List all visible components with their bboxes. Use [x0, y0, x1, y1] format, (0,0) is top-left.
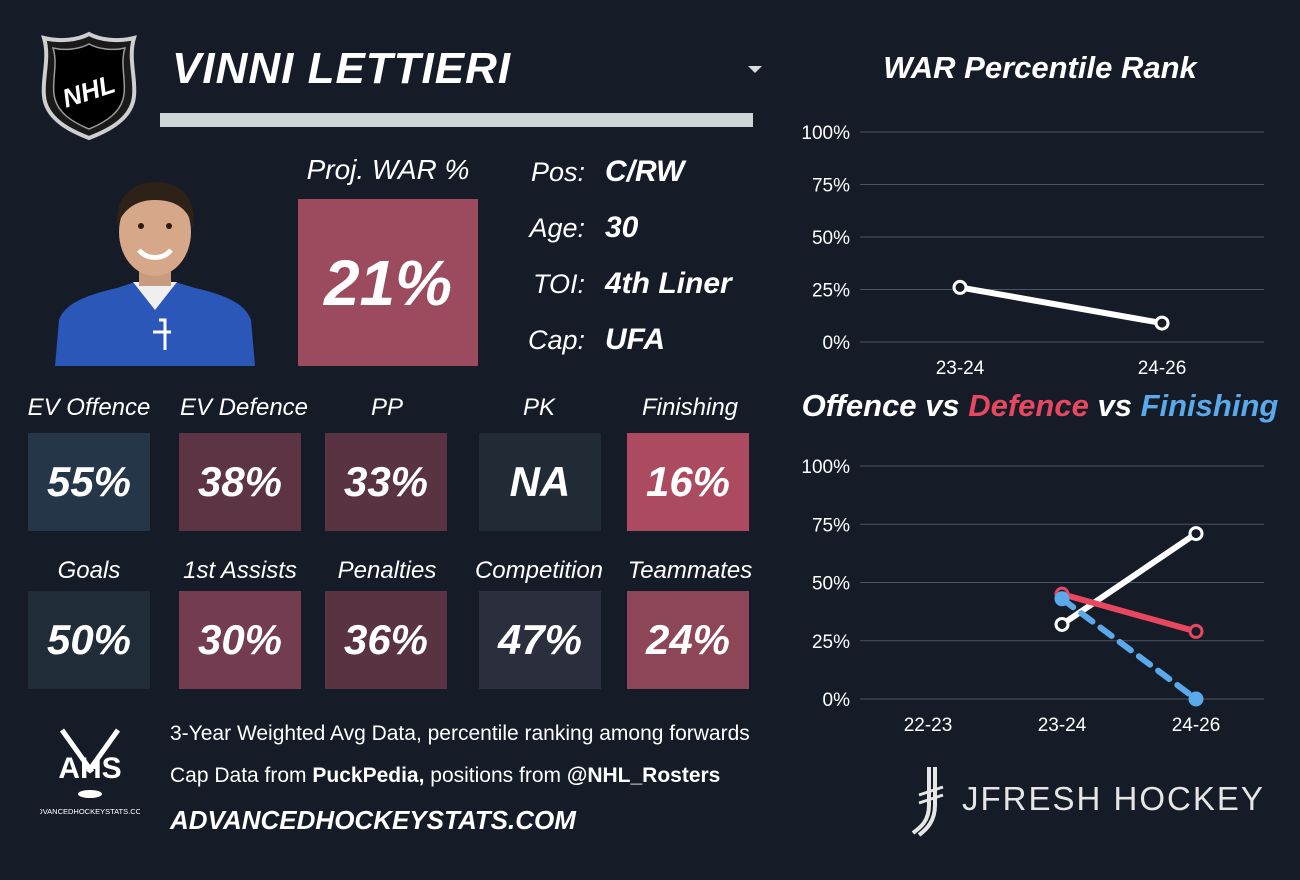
y-tick-label: 100% — [801, 123, 850, 144]
player-name: VINNI LETTIERI — [172, 44, 512, 93]
y-tick-label: 75% — [812, 515, 850, 536]
info-label-toi: TOI: — [532, 269, 585, 299]
stat-box-goals: 50% — [28, 591, 150, 689]
x-tick-label: 22-23 — [904, 715, 953, 736]
info-label-pos: Pos: — [530, 157, 585, 187]
stat-box-pp: 33% — [325, 433, 447, 531]
y-tick-label: 25% — [812, 281, 850, 302]
stat-box-competition: 47% — [479, 591, 601, 689]
proj-war-value: 21% — [298, 199, 478, 366]
stat-box-ev-offence: 55% — [28, 433, 150, 531]
x-tick-label: 24-26 — [1172, 715, 1221, 736]
stat-label-1st-assists: 1st Assists — [183, 557, 297, 584]
nhl-logo: NHL — [41, 31, 137, 141]
series-line — [1059, 591, 1199, 635]
stat-label-teammates: Teammates — [627, 557, 753, 584]
data-point — [1188, 526, 1204, 542]
x-tick-label: 23-24 — [1038, 715, 1087, 736]
y-tick-label: 25% — [812, 632, 850, 653]
data-point — [1154, 315, 1170, 331]
jfresh-hockey-brand: JFRESH HOCKEY — [962, 780, 1265, 817]
player-dropdown-chevron-down-icon[interactable] — [748, 66, 762, 73]
footer-methodology-note: 3-Year Weighted Avg Data, percentile ran… — [170, 722, 750, 745]
chart2-title-part: Finishing — [1140, 388, 1279, 423]
stat-box-teammates: 24% — [627, 591, 749, 689]
stat-box-finishing: 16% — [627, 433, 749, 531]
stat-label-ev-defence: EV Defence — [179, 394, 309, 421]
ahs-logo-subtext: ADVANCEDHOCKEYSTATS.COM — [40, 807, 140, 816]
info-value-toi: 4th Liner — [605, 267, 732, 300]
stat-label-penalties: Penalties — [337, 557, 437, 584]
data-point — [952, 279, 968, 295]
stat-box-ev-defence: 38% — [179, 433, 301, 531]
stat-label-pk: PK — [522, 394, 555, 421]
data-point — [1054, 591, 1070, 607]
y-tick-label: 50% — [812, 574, 850, 595]
series-line — [957, 284, 1165, 327]
y-tick-label: 50% — [812, 228, 850, 249]
ahs-logo-text: AHS — [58, 752, 121, 785]
chart2-title-part: Defence — [968, 388, 1089, 423]
jfresh-stick-logo-icon — [911, 767, 944, 837]
footer-site-link[interactable]: ADVANCEDHOCKEYSTATS.COM — [170, 805, 576, 835]
chart2-title-part: Offence — [801, 388, 917, 423]
stat-label-pp: PP — [370, 394, 403, 421]
proj-war-label: Proj. WAR % — [306, 154, 470, 185]
stat-label-competition: Competition — [474, 557, 604, 584]
info-label-cap: Cap: — [527, 325, 585, 355]
chart2-title-part: vs — [916, 388, 969, 423]
data-point — [1054, 616, 1070, 632]
stat-box-penalties: 36% — [325, 591, 447, 689]
chart2-title: Offence vs Defence vs Finishing — [790, 388, 1290, 424]
info-label-age: Age: — [529, 213, 585, 243]
y-tick-label: 0% — [823, 333, 851, 354]
war-percentile-chart: 0% 25% 50% 75% 100% 23-24 24-26 — [801, 123, 1264, 379]
series-line — [1059, 595, 1199, 702]
info-value-age: 30 — [605, 211, 639, 244]
data-point — [1188, 691, 1204, 707]
footer-sources-note: Cap Data from PuckPedia, positions from … — [170, 764, 721, 787]
x-tick-label: 23-24 — [936, 358, 985, 379]
name-underline — [160, 113, 753, 127]
y-tick-label: 100% — [801, 457, 850, 478]
offence-defence-finishing-chart: 0% 25% 50% 75% 100% 22-23 23-24 24-26 — [801, 457, 1264, 736]
stat-box-pk: NA — [479, 433, 601, 531]
stat-label-goals: Goals — [57, 557, 121, 584]
chart2-title-part: vs — [1088, 388, 1141, 423]
player-headshot-icon — [55, 182, 255, 366]
chart1-title: WAR Percentile Rank — [883, 50, 1197, 85]
series-line — [1059, 530, 1199, 628]
info-value-pos: C/RW — [605, 155, 685, 188]
y-tick-label: 75% — [812, 176, 850, 197]
info-value-cap: UFA — [605, 323, 665, 356]
y-tick-label: 0% — [823, 690, 851, 711]
stat-box-1st-assists: 30% — [179, 591, 301, 689]
stat-label-ev-offence: EV Offence — [27, 394, 151, 421]
ahs-logo: AHS ADVANCEDHOCKEYSTATS.COM — [40, 728, 140, 816]
stat-label-finishing: Finishing — [641, 394, 739, 421]
data-point — [1188, 623, 1204, 639]
x-tick-label: 24-26 — [1138, 358, 1187, 379]
